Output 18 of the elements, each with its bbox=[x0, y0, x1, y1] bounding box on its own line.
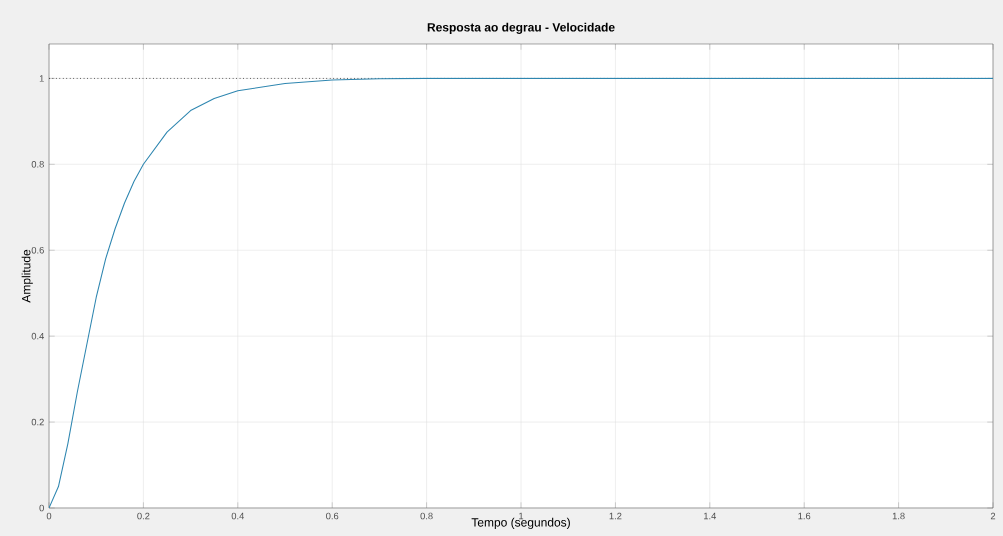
x-tick-label: 1.8 bbox=[892, 512, 905, 520]
x-tick-label: 0.8 bbox=[420, 512, 433, 520]
y-tick-label: 1 bbox=[39, 75, 44, 82]
x-tick-label: 2 bbox=[990, 512, 996, 520]
y-tick-label: 0.6 bbox=[31, 246, 44, 254]
y-tick-label: 0 bbox=[39, 504, 44, 512]
x-tick-label: 0 bbox=[46, 512, 52, 520]
y-tick-label: 0.8 bbox=[31, 161, 44, 168]
x-tick-label: 1.4 bbox=[704, 512, 717, 520]
x-tick-label: 0.2 bbox=[137, 512, 150, 520]
x-tick-label: 0.6 bbox=[326, 512, 339, 520]
y-axis-title: Amplitude bbox=[21, 249, 33, 303]
x-tick-label: 1.2 bbox=[609, 512, 622, 520]
x-tick-label: 1.6 bbox=[798, 512, 811, 520]
y-tick-label: 0.4 bbox=[31, 332, 45, 340]
x-tick-label: 0.4 bbox=[231, 512, 245, 520]
y-tick-label: 0.2 bbox=[31, 418, 44, 426]
chart-title: Resposta ao degrau - Velocidade bbox=[427, 22, 615, 34]
